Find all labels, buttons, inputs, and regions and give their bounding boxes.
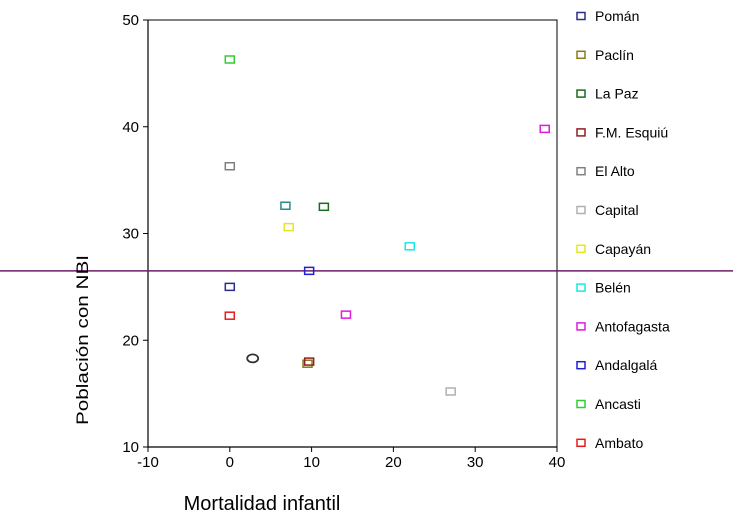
legend-swatch — [576, 399, 586, 409]
x-tick-label: 20 — [385, 454, 402, 471]
legend-label: Ambato — [595, 435, 643, 451]
data-point — [224, 55, 236, 64]
data-point — [283, 222, 294, 232]
y-tick-label: 20 — [122, 332, 139, 349]
data-point — [303, 357, 315, 366]
x-tick-label: 30 — [467, 454, 484, 471]
x-axis-ticks: -10 0 10 20 30 40 — [137, 447, 565, 471]
y-axis-title: Población con NBI — [73, 255, 92, 425]
legend-label: Capital — [595, 202, 639, 218]
legend-label: Paclín — [595, 47, 634, 63]
legend-label: El Alto — [595, 163, 635, 179]
data-point — [224, 311, 236, 320]
legend-swatch — [576, 438, 586, 448]
data-point — [445, 387, 456, 396]
legend-swatch — [576, 244, 586, 254]
legend-swatch — [576, 283, 586, 292]
data-point — [404, 242, 416, 251]
legend-label: Pomán — [595, 8, 639, 24]
y-tick-label: 40 — [122, 119, 139, 136]
legend-swatch — [576, 205, 586, 215]
data-point — [224, 161, 236, 171]
legend-label: La Paz — [595, 86, 639, 102]
legend-label: F.M. Esquiú — [595, 124, 668, 140]
y-tick-label: 50 — [122, 12, 139, 29]
legend-swatch — [576, 11, 586, 21]
data-point — [539, 124, 550, 134]
legend-swatch — [576, 128, 586, 137]
x-tick-label: 40 — [549, 454, 566, 471]
data-point — [302, 359, 313, 368]
legend-swatch — [576, 360, 586, 370]
plot-frame — [147, 19, 558, 448]
plot-area — [147, 19, 558, 448]
legend-swatch — [576, 50, 586, 60]
x-tick-label: 10 — [303, 454, 320, 471]
legend-label: Antofagasta — [595, 318, 670, 334]
x-axis-title: Mortalidad infantil — [184, 493, 341, 515]
data-point — [280, 201, 291, 210]
y-axis-ticks: 10 20 30 40 50 — [122, 12, 148, 456]
data-point — [318, 202, 330, 212]
x-tick-label: -10 — [137, 454, 159, 471]
legend-label: Belén — [595, 280, 631, 296]
y-tick-label: 10 — [122, 439, 139, 456]
y-tick-label: 30 — [122, 226, 139, 243]
legend-label: Ancasti — [595, 396, 641, 412]
x-tick-label: 0 — [226, 454, 234, 471]
legend-swatch — [576, 89, 586, 98]
data-points — [224, 55, 550, 396]
legend-label: Andalgalá — [595, 357, 657, 373]
legend: Pomán Paclín La Paz F.M. Esquiú El Alto Capit… — [576, 8, 670, 451]
data-point — [224, 282, 236, 292]
legend-swatch — [576, 166, 586, 176]
data-point — [246, 353, 260, 364]
data-point — [303, 266, 315, 276]
data-point — [340, 310, 352, 319]
legend-swatch — [576, 322, 586, 331]
legend-label: Capayán — [595, 241, 651, 257]
